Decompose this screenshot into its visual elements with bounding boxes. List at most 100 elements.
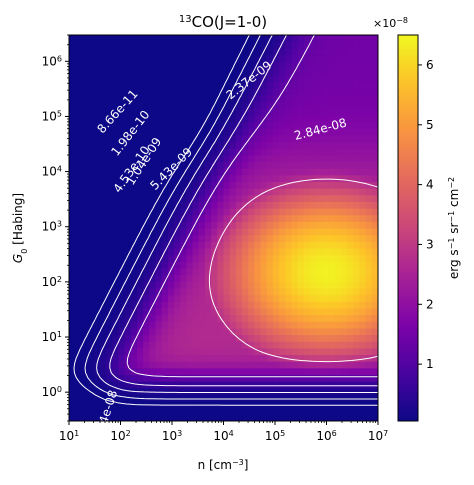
heatmap-cell — [75, 267, 82, 276]
heatmap-cell — [106, 94, 113, 103]
heatmap-cell — [93, 247, 101, 256]
heatmap-cell — [136, 214, 144, 222]
heatmap-cell — [143, 81, 150, 89]
heatmap-cell — [174, 161, 181, 169]
heatmap-cell — [291, 54, 299, 63]
heatmap-cell — [242, 274, 249, 282]
heatmap-cell — [254, 35, 262, 43]
heatmap-cell — [136, 307, 144, 316]
heatmap-cell — [334, 407, 342, 415]
heatmap-cell — [266, 154, 274, 163]
heatmap-cell — [359, 327, 367, 336]
heatmap-cell — [291, 414, 299, 421]
heatmap-cell — [260, 334, 268, 342]
heatmap-cell — [81, 234, 89, 242]
heatmap-cell — [93, 401, 101, 409]
heatmap-cell — [303, 181, 311, 189]
heatmap-cell — [180, 148, 188, 156]
heatmap-cell — [106, 347, 113, 356]
heatmap-cell — [272, 221, 280, 229]
heatmap-cell — [130, 154, 138, 163]
heatmap-cell — [242, 301, 249, 309]
heatmap-cell — [322, 174, 330, 183]
heatmap-cell — [198, 194, 206, 202]
heatmap-cell — [161, 274, 169, 282]
contour-line — [96, 35, 378, 393]
heatmap-cell — [328, 221, 336, 229]
heatmap-cell — [316, 141, 323, 149]
heatmap-cell — [248, 194, 255, 202]
heatmap-cell — [254, 214, 262, 222]
heatmap-cell — [359, 74, 367, 83]
heatmap-cell — [229, 94, 237, 103]
heatmap-cell — [204, 194, 212, 202]
heatmap-cell — [328, 94, 336, 103]
heatmap-cell — [204, 327, 212, 336]
heatmap-cell — [99, 274, 107, 282]
heatmap-cell — [235, 168, 243, 176]
heatmap-cell — [155, 228, 163, 236]
heatmap-cell — [87, 414, 95, 421]
heatmap-cell — [248, 267, 255, 276]
heatmap-cell — [112, 234, 120, 242]
heatmap-cell — [260, 261, 268, 269]
heatmap-cell — [204, 174, 212, 183]
heatmap-cell — [136, 327, 144, 336]
heatmap-cell — [180, 121, 188, 129]
heatmap-cell — [285, 108, 293, 116]
heatmap-cell — [303, 301, 311, 309]
heatmap-cell — [180, 208, 188, 216]
heatmap-cell — [155, 314, 163, 322]
heatmap-cell — [69, 128, 76, 136]
heatmap-cell — [186, 48, 194, 56]
heatmap-cell — [279, 54, 286, 63]
heatmap-cell — [87, 327, 95, 336]
heatmap-cell — [69, 401, 76, 409]
heatmap-cell — [87, 148, 95, 156]
heatmap-cell — [180, 281, 188, 289]
heatmap-cell — [167, 274, 175, 282]
heatmap-cell — [254, 307, 262, 316]
heatmap-cell — [365, 234, 373, 242]
heatmap-cell — [174, 307, 181, 316]
heatmap-cell — [303, 327, 311, 336]
heatmap-cell — [124, 394, 132, 402]
heatmap-cell — [149, 274, 157, 282]
heatmap-cell — [155, 134, 163, 143]
heatmap-cell — [235, 354, 243, 362]
heatmap-cell — [198, 394, 206, 402]
heatmap-cell — [297, 121, 305, 129]
heatmap-cell — [235, 294, 243, 302]
heatmap-cell — [106, 301, 113, 309]
heatmap-cell — [161, 134, 169, 143]
heatmap-cell — [124, 201, 132, 209]
heatmap-cell — [130, 101, 138, 109]
heatmap-cell — [310, 61, 317, 69]
heatmap-cell — [328, 347, 336, 356]
heatmap-cell — [235, 361, 243, 369]
heatmap-cell — [155, 361, 163, 369]
heatmap-cell — [248, 254, 255, 262]
heatmap-cell — [81, 281, 89, 289]
heatmap-cell — [310, 261, 317, 269]
heatmap-cell — [322, 414, 330, 421]
heatmap-cell — [112, 267, 120, 276]
heatmap-cell — [192, 101, 200, 109]
heatmap-cell — [93, 387, 101, 395]
heatmap-cell — [81, 221, 89, 229]
heatmap-cell — [347, 267, 354, 276]
heatmap-cell — [87, 387, 95, 395]
heatmap-cell — [303, 108, 311, 116]
heatmap-cell — [279, 287, 286, 296]
heatmap-cell — [285, 334, 293, 342]
heatmap-cell — [248, 168, 255, 176]
heatmap-cell — [87, 407, 95, 415]
heatmap-cell — [136, 361, 144, 369]
heatmap-cell — [155, 374, 163, 382]
heatmap-cell — [297, 387, 305, 395]
heatmap-cell — [285, 154, 293, 163]
heatmap-cell — [192, 327, 200, 336]
heatmap-cell — [272, 301, 280, 309]
heatmap-cell — [87, 301, 95, 309]
heatmap-cell — [81, 141, 89, 149]
